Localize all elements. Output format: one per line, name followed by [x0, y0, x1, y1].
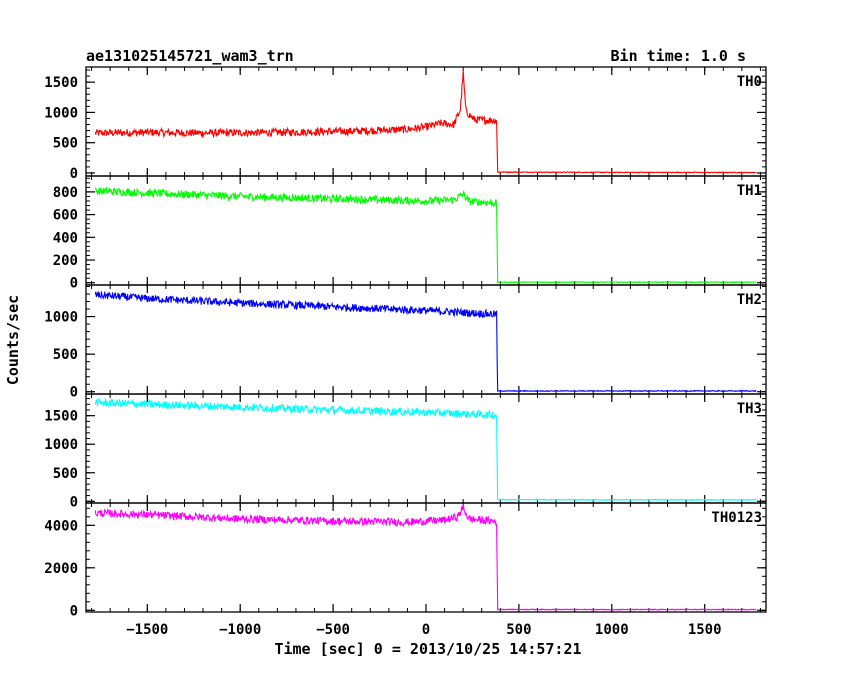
panel-th2: 0 500 1000 TH2: [44, 284, 767, 401]
series-line-th1: [94, 186, 757, 284]
panel-label: TH1: [737, 183, 762, 199]
x-tick-label: 1500: [688, 622, 722, 638]
series-line-th2: [94, 291, 757, 393]
y-tick-label: 400: [53, 230, 78, 246]
y-tick-label: 2000: [44, 561, 78, 577]
chart-title: ae131025145721_wam3_trn: [86, 47, 294, 65]
y-tick-label: 500: [53, 347, 78, 363]
y-tick-label: 0: [70, 385, 78, 401]
series-line-th0: [94, 70, 757, 174]
y-tick-label: 1000: [44, 105, 78, 121]
y-tick-label: 200: [53, 253, 78, 269]
x-tick-label: −500: [316, 622, 350, 638]
series-line-th0123: [94, 503, 757, 611]
y-tick-label: 0: [70, 166, 78, 182]
panel-label: TH0: [737, 74, 762, 90]
panel-frame: [85, 66, 767, 177]
x-axis-title: Time [sec] 0 = 2013/10/25 14:57:21: [274, 640, 581, 658]
y-tick-label: 0: [70, 603, 78, 619]
y-axis-title: Counts/sec: [4, 295, 22, 385]
y-tick-label: 500: [53, 136, 78, 152]
y-tick-label: 800: [53, 185, 78, 201]
y-tick-label: 1500: [44, 75, 78, 91]
y-tick-label: 0: [70, 494, 78, 510]
series-line-th3: [94, 397, 757, 502]
panel-label: TH3: [737, 401, 762, 417]
panel-label: TH2: [737, 292, 762, 308]
bin-time-label: Bin time: 1.0 s: [611, 47, 746, 65]
panel-th1: 0 200 400 600 800 TH1: [53, 175, 767, 292]
panel-label: TH0123: [711, 510, 762, 526]
panel-th3: 0 500 1000 1500 TH3: [44, 393, 767, 510]
y-tick-label: 1000: [44, 437, 78, 453]
x-tick-label: −1000: [219, 622, 261, 638]
y-tick-label: 0: [70, 276, 78, 292]
x-tick-label: −1500: [126, 622, 168, 638]
y-tick-label: 1000: [44, 310, 78, 326]
panel-th0: 0 500 1000 1500 TH0: [44, 66, 767, 182]
x-tick-label: 0: [422, 622, 430, 638]
panel-frame: [85, 393, 767, 504]
x-tick-label: 1000: [595, 622, 629, 638]
y-tick-label: 1500: [44, 409, 78, 425]
panel-th0123: 0 2000 4000 TH0123 −1500 −1000 −500 0 500 1000 150…: [44, 502, 767, 638]
y-tick-label: 500: [53, 466, 78, 482]
y-tick-label: 600: [53, 208, 78, 224]
x-tick-label: 500: [506, 622, 531, 638]
y-tick-label: 4000: [44, 518, 78, 534]
panels-group: 0 500 1000 1500 TH0 0 200 400 600 800 TH1 0 500 1000 T…: [44, 66, 767, 638]
